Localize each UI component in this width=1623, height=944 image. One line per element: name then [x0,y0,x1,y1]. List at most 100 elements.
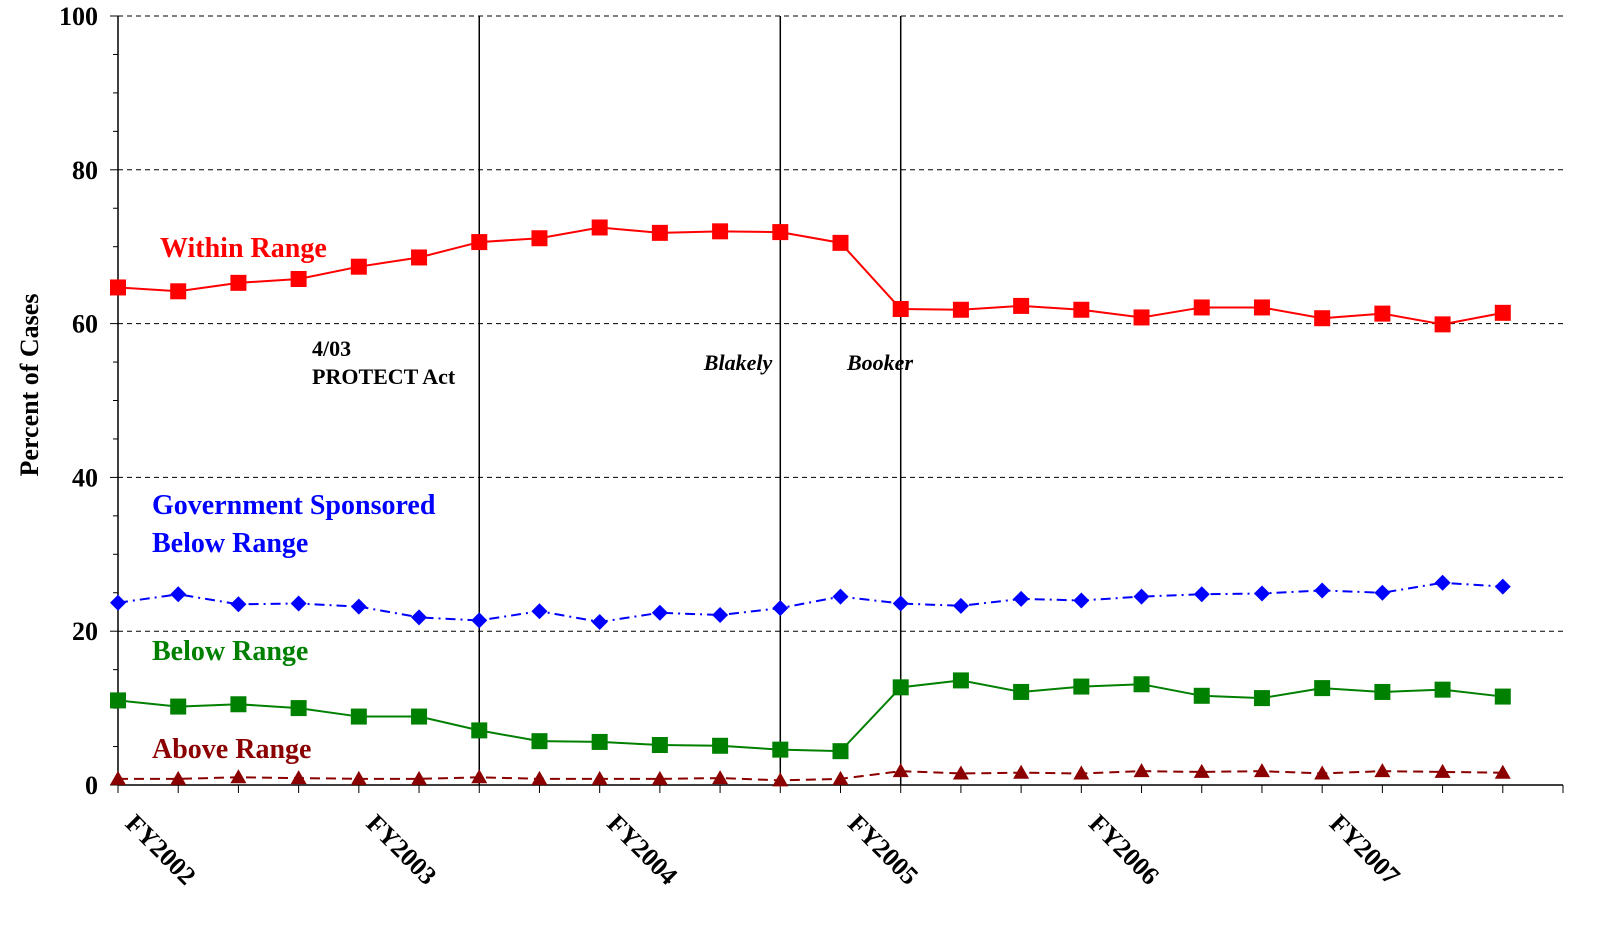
data-point [531,733,548,750]
data-point [1434,763,1451,778]
data-point [170,770,187,785]
data-point [350,708,367,725]
data-point [1013,683,1030,700]
data-point [952,597,969,614]
data-point [712,770,729,785]
x-tick-label-FY2005: FY2005 [842,809,924,891]
series-label: Below Range [152,528,308,559]
data-point [350,770,367,785]
data-point [1314,310,1331,327]
event-label: 4/03 [312,336,351,361]
data-point [170,283,187,300]
data-point [110,594,126,611]
data-point [531,603,548,620]
data-point [1193,687,1210,704]
data-point [712,223,729,240]
data-point [1193,586,1210,603]
data-point [110,692,126,709]
data-point [1193,299,1210,316]
data-point [892,300,909,317]
series-labels: Within Range Government Sponsored Below Ra… [152,233,436,765]
data-point [471,612,488,629]
data-point [1374,683,1391,700]
data-point [531,230,548,247]
x-tick-label-FY2002: FY2002 [120,809,202,891]
data-point [1073,592,1090,609]
data-point [350,598,367,615]
data-point [290,700,307,717]
x-tick-label-FY2007: FY2007 [1324,809,1406,891]
data-point [170,698,187,715]
series-label: Below Range [152,636,308,667]
event-label: PROTECT Act [312,364,456,389]
data-point [1193,763,1210,778]
data-point [230,274,247,291]
data-point [411,770,428,785]
data-point [952,672,969,689]
data-point [531,770,548,785]
data-point [1374,305,1391,322]
data-point [1013,764,1030,779]
data-point [591,733,608,750]
y-tick-label-100: 100 [59,2,98,31]
data-point [892,763,909,778]
data-point [350,258,367,275]
data-point [1253,585,1270,602]
data-point [1314,765,1331,780]
data-point [471,769,488,784]
data-point [1073,765,1090,780]
series-line-2 [117,679,1503,753]
data-point [170,586,187,603]
data-point [471,234,488,251]
data-point [1434,574,1451,591]
data-point [290,770,307,785]
data-point [1133,309,1150,326]
data-point [110,770,126,785]
data-point [832,770,849,785]
data-point [772,741,789,758]
data-point [1494,304,1511,321]
series-label: Within Range [160,233,327,264]
data-point [230,696,247,713]
data-point [1314,680,1331,697]
data-point [1434,681,1451,698]
data-point [832,743,849,760]
data-point [290,595,307,612]
event-markers: 4/03 PROTECT Act Blakely Booker [312,16,913,785]
data-point [1133,676,1150,693]
data-point [952,765,969,780]
data-point [1494,578,1511,595]
series-line-0 [117,226,1503,326]
data-point [892,595,909,612]
data-point [110,279,126,296]
data-point [1253,690,1270,707]
data-point [471,722,488,739]
data-point [1253,763,1270,778]
data-point [1314,582,1331,599]
x-tick-label-FY2004: FY2004 [601,809,683,891]
x-tick-label-FY2006: FY2006 [1083,809,1165,891]
data-point [712,737,729,754]
data-point [230,769,247,784]
y-tick-label-80: 80 [72,156,98,185]
series-line-3 [118,770,1503,782]
data-point [772,600,789,617]
x-tick-label-FY2003: FY2003 [361,809,443,891]
event-label: Booker [846,350,913,375]
data-point [1013,590,1030,607]
data-point [651,737,668,754]
gridlines [118,15,1563,632]
data-point [712,607,729,624]
y-tick-label-0: 0 [85,771,98,800]
data-point [1073,301,1090,318]
y-axis-label: Percent of Cases [15,294,44,477]
series-label: Above Range [152,734,311,765]
series-label: Government Sponsored [152,490,436,521]
data-point [952,301,969,318]
data-point [772,224,789,241]
data-point [591,770,608,785]
data-point [411,708,428,725]
data-point [1494,688,1511,705]
data-point [772,772,789,787]
